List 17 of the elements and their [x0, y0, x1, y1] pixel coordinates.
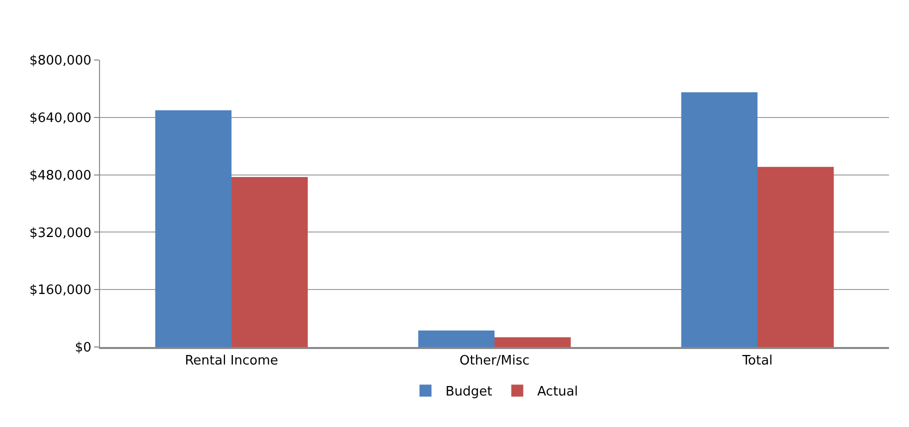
bar — [418, 330, 494, 347]
x-tick-label: Other/Misc — [459, 354, 530, 369]
y-tick-label: $800,000 — [29, 54, 92, 69]
legend-label: Actual — [537, 384, 578, 400]
bar — [681, 92, 758, 347]
y-tick-label: $480,000 — [29, 168, 92, 184]
legend-label: Budget — [446, 384, 492, 400]
bar — [232, 176, 308, 347]
x-tick-label: Total — [741, 354, 773, 369]
y-tick-label: $320,000 — [29, 226, 92, 241]
y-tick-label: $640,000 — [29, 110, 92, 126]
bar — [758, 166, 834, 347]
y-tick-label: $160,000 — [29, 283, 92, 298]
bar — [494, 337, 571, 347]
x-tick-label: Rental Income — [184, 354, 278, 369]
bar — [155, 110, 232, 347]
y-tick-label: $0 — [74, 340, 92, 356]
